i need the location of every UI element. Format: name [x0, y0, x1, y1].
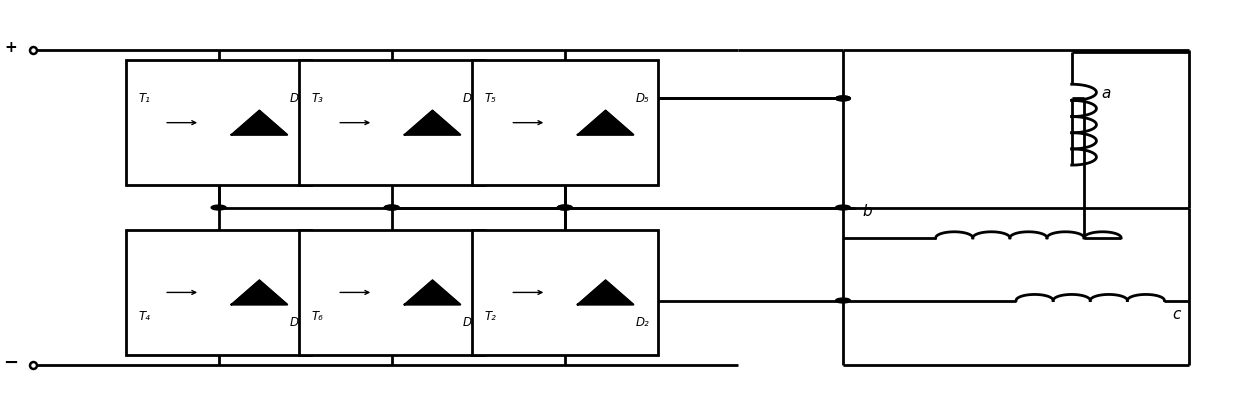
Text: T₅: T₅ [485, 92, 496, 105]
Text: +: + [5, 40, 17, 55]
Circle shape [836, 298, 851, 303]
Circle shape [557, 205, 572, 210]
Circle shape [836, 205, 851, 210]
Circle shape [836, 96, 851, 101]
Text: b: b [863, 204, 873, 219]
Circle shape [211, 205, 226, 210]
Circle shape [384, 205, 399, 210]
Text: −: − [4, 354, 19, 372]
Text: D₆: D₆ [463, 316, 476, 329]
Text: T₁: T₁ [139, 92, 150, 105]
Text: D₃: D₃ [463, 92, 476, 105]
Text: a: a [1101, 86, 1111, 101]
Text: D₂: D₂ [636, 316, 650, 329]
Bar [126, 230, 311, 355]
Bar [472, 230, 657, 355]
Text: D₅: D₅ [636, 92, 650, 105]
Text: D₁: D₁ [290, 92, 304, 105]
Circle shape [557, 205, 572, 210]
Polygon shape [404, 280, 460, 304]
Polygon shape [578, 111, 634, 135]
Bar [299, 60, 485, 185]
Text: c: c [1173, 307, 1180, 322]
Circle shape [384, 205, 399, 210]
Bar [299, 230, 485, 355]
Polygon shape [232, 111, 288, 135]
Text: D₄: D₄ [290, 316, 304, 329]
Text: T₆: T₆ [311, 310, 324, 323]
Bar [126, 60, 311, 185]
Polygon shape [578, 280, 634, 304]
Circle shape [836, 96, 851, 101]
Text: T₃: T₃ [311, 92, 324, 105]
Polygon shape [404, 111, 460, 135]
Text: T₂: T₂ [485, 310, 496, 323]
Text: T₄: T₄ [139, 310, 150, 323]
Bar [472, 60, 657, 185]
Polygon shape [232, 280, 288, 304]
